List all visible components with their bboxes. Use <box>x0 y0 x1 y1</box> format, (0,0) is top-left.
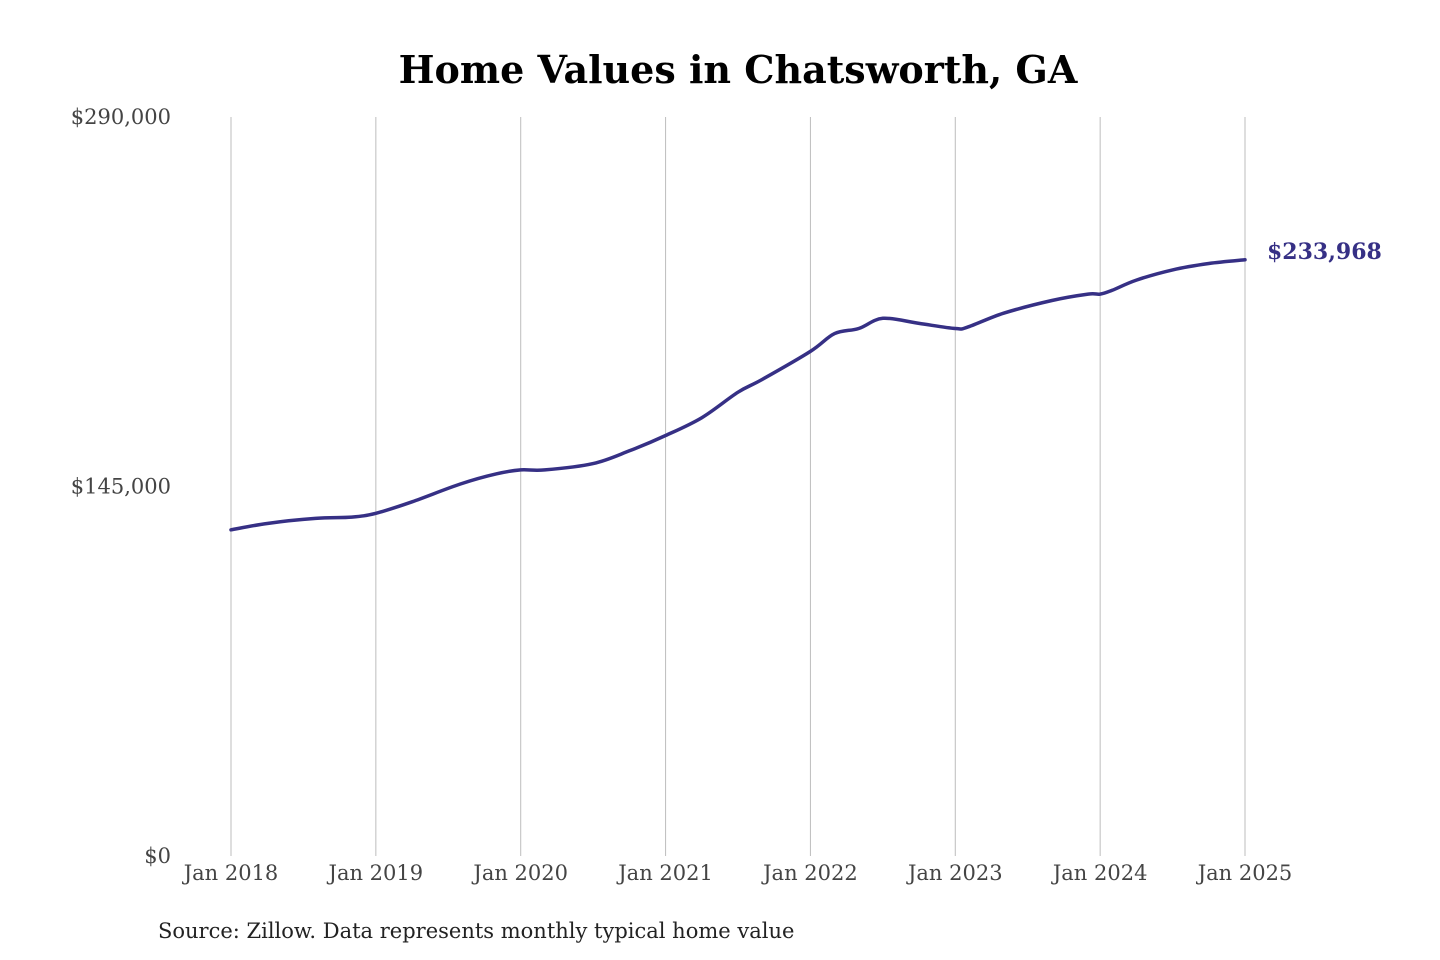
data-point <box>229 528 233 532</box>
data-point <box>495 472 499 476</box>
y-tick-label: $145,000 <box>71 475 171 499</box>
x-tick-label: Jan 2018 <box>182 861 279 885</box>
y-axis-tick-labels: $0 $145,000 $290,000 <box>71 105 171 868</box>
data-point <box>808 349 812 353</box>
data-point <box>1086 292 1090 296</box>
series-layer: $233,968 <box>229 239 1382 532</box>
data-point <box>314 516 318 520</box>
data-point <box>1243 258 1247 262</box>
data-point <box>917 321 921 325</box>
data-point <box>664 434 668 438</box>
data-point <box>591 462 595 466</box>
data-point <box>519 468 523 472</box>
data-point <box>543 468 547 472</box>
gridlines <box>230 117 1246 856</box>
chart-title: Home Values in Chatsworth, GA <box>399 47 1078 92</box>
data-point <box>458 482 462 486</box>
data-point <box>350 515 354 519</box>
data-point <box>265 522 269 526</box>
data-point <box>700 416 704 420</box>
x-tick-label: Jan 2020 <box>471 861 568 885</box>
data-point <box>374 511 378 515</box>
y-tick-label: $290,000 <box>71 105 171 129</box>
x-tick-label: Jan 2019 <box>327 861 424 885</box>
x-axis-tick-labels: Jan 2018 Jan 2019 Jan 2020 Jan 2021 Jan 2022… <box>182 861 1293 885</box>
y-tick-label: $0 <box>144 844 171 868</box>
x-tick-label: Jan 2021 <box>616 861 713 885</box>
data-point <box>953 327 957 331</box>
data-point <box>760 378 764 382</box>
data-point <box>1050 299 1054 303</box>
data-point <box>1110 288 1114 292</box>
data-point <box>627 449 631 453</box>
data-point <box>1098 292 1102 296</box>
data-point <box>410 500 414 504</box>
data-point <box>736 390 740 394</box>
data-point <box>833 332 837 336</box>
data-point <box>1134 278 1138 282</box>
data-point <box>881 316 885 320</box>
end-value-label: $233,968 <box>1267 239 1382 265</box>
x-tick-label: Jan 2024 <box>1051 861 1148 885</box>
source-note: Source: Zillow. Data represents monthly … <box>158 919 794 943</box>
data-point <box>1171 268 1175 272</box>
x-tick-label: Jan 2022 <box>761 861 858 885</box>
data-point <box>857 327 861 331</box>
data-point <box>1207 262 1211 266</box>
x-tick-label: Jan 2025 <box>1196 861 1293 885</box>
data-point <box>1002 311 1006 315</box>
data-point <box>965 325 969 329</box>
series-line-home-value <box>229 258 1247 532</box>
x-tick-label: Jan 2023 <box>906 861 1003 885</box>
